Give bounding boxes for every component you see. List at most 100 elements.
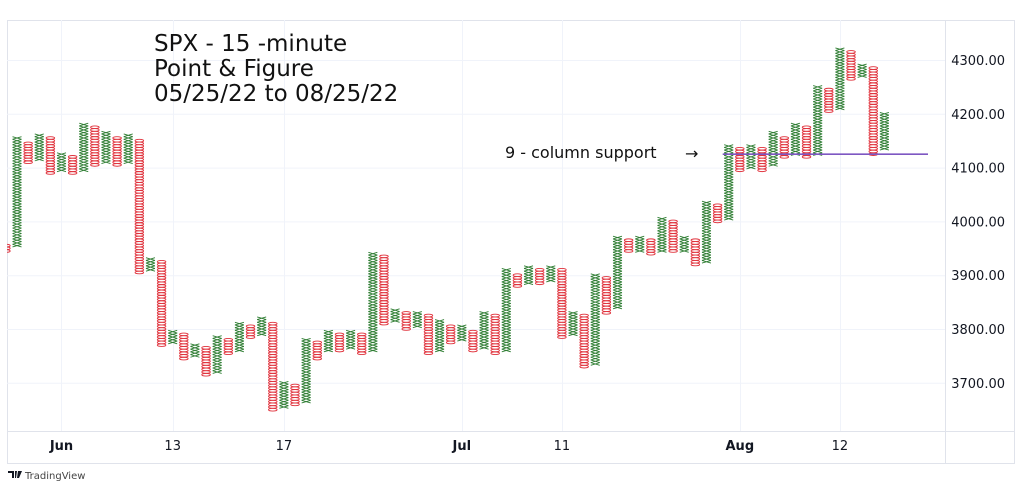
x-box: [501, 294, 511, 299]
x-box: [612, 270, 623, 275]
x-box: [724, 168, 734, 173]
x-column: [879, 112, 890, 151]
x-box: [368, 251, 378, 256]
x-box: [123, 144, 133, 148]
x-box: [523, 278, 534, 283]
x-box: [412, 321, 422, 326]
x-box: [857, 63, 867, 68]
x-box: [701, 249, 712, 253]
o-column: [156, 259, 167, 347]
x-box: [301, 362, 311, 366]
x-box: [835, 63, 845, 68]
o-box: [824, 87, 834, 92]
x-box: [657, 222, 667, 226]
x-box: [479, 313, 489, 318]
x-box: [368, 300, 378, 304]
o-box: [312, 340, 323, 345]
x-box: [835, 55, 845, 60]
x-box: [301, 375, 311, 380]
x-box: [12, 241, 22, 245]
o-column: [601, 276, 612, 315]
x-box: [123, 149, 133, 154]
x-box: [835, 101, 845, 105]
x-box: [479, 324, 489, 329]
x-box: [168, 340, 178, 345]
x-box: [813, 98, 823, 103]
x-box: [390, 313, 400, 318]
x-box: [590, 276, 600, 280]
x-box: [101, 144, 111, 148]
o-column: [423, 313, 434, 356]
x-box: [679, 243, 689, 248]
x-box: [345, 335, 356, 339]
x-box: [301, 386, 311, 390]
x-box: [501, 270, 511, 275]
x-box: [701, 214, 712, 218]
x-box: [457, 337, 467, 342]
x-box: [590, 305, 600, 310]
x-column: [790, 122, 801, 156]
arrow-right-icon: →: [685, 144, 698, 163]
y-tick-label: 4000.00: [951, 215, 1005, 230]
chart-frame: [7, 20, 1015, 464]
x-box: [368, 278, 378, 283]
x-box: [523, 265, 534, 269]
x-box: [323, 329, 334, 334]
x-box: [212, 370, 222, 374]
x-box: [34, 152, 44, 156]
x-box: [790, 138, 801, 143]
x-box: [279, 389, 289, 393]
x-box: [12, 238, 22, 243]
x-box: [835, 77, 845, 81]
o-column: [7, 243, 11, 253]
x-box: [234, 335, 245, 339]
x-box: [34, 149, 44, 154]
x-box: [56, 157, 67, 162]
x-box: [724, 149, 734, 154]
x-box: [612, 259, 623, 264]
x-box: [12, 214, 22, 218]
x-box: [612, 243, 623, 248]
x-box: [212, 337, 222, 342]
x-column: [212, 335, 222, 374]
x-box: [12, 144, 22, 148]
x-box: [56, 160, 67, 164]
x-box: [168, 335, 178, 339]
x-box: [612, 297, 623, 302]
x-box: [301, 399, 311, 404]
o-column: [134, 138, 145, 275]
x-column: [145, 257, 156, 272]
x-box: [412, 313, 422, 318]
x-box: [368, 340, 378, 345]
x-box: [168, 337, 178, 342]
x-box: [546, 273, 556, 277]
x-box: [724, 171, 734, 175]
x-box: [12, 198, 22, 202]
x-box: [835, 52, 845, 57]
x-box: [234, 346, 245, 350]
x-box: [813, 85, 823, 89]
x-box: [590, 281, 600, 286]
chart-title: SPX - 15 -minute Point & Figure 05/25/22…: [154, 31, 398, 107]
x-box: [368, 265, 378, 269]
x-box: [813, 114, 823, 119]
x-box: [12, 216, 22, 221]
x-box: [813, 144, 823, 148]
x-box: [368, 335, 378, 339]
x-box: [101, 152, 111, 156]
x-box: [79, 163, 89, 167]
x-column: [724, 144, 734, 221]
x-box: [790, 149, 801, 154]
o-box: [201, 346, 211, 350]
x-box: [12, 187, 22, 191]
support-annotation: 9 - column support: [505, 143, 657, 162]
x-box: [590, 356, 600, 361]
x-box: [479, 343, 489, 347]
x-box: [657, 227, 667, 232]
x-box: [301, 337, 311, 342]
x-box: [501, 303, 511, 307]
x-box: [168, 332, 178, 337]
x-box: [368, 321, 378, 326]
x-box: [501, 273, 511, 277]
x-column: [390, 308, 400, 323]
